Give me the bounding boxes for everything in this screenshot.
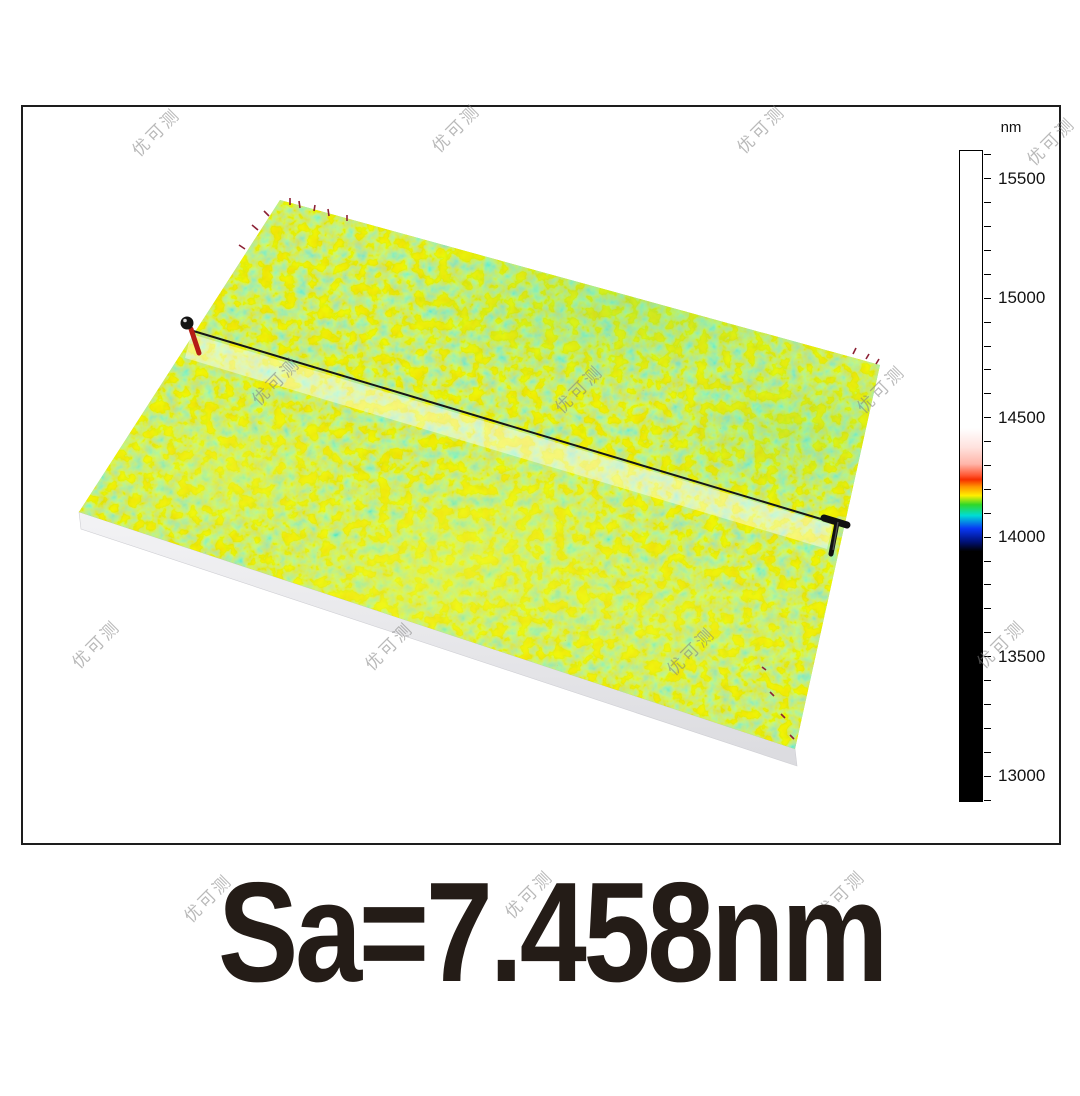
colorbar-tick-label: 15500: [998, 168, 1046, 188]
colorbar-tick: [984, 154, 991, 156]
colorbar-tick: [984, 727, 991, 729]
colorbar-tick: [984, 488, 991, 490]
colorbar-tick: [984, 345, 991, 347]
colorbar-unit-label: nm: [1000, 119, 1022, 136]
colorbar-tick: [984, 703, 991, 705]
colorbar-tick: [984, 297, 991, 299]
colorbar-tick-label: 14000: [998, 527, 1046, 547]
colorbar-tick: [984, 441, 991, 442]
plot-area: nm 15500 15000 14500 14000 13500 13000: [21, 105, 1061, 845]
surface-texture: [79, 200, 880, 749]
colorbar-tick: [984, 608, 991, 610]
colorbar-tick: [984, 369, 991, 371]
colorbar-tick: [984, 249, 991, 251]
edge-noise-spikes: [238, 198, 880, 740]
colorbar-tick: [984, 560, 991, 562]
colorbar-tick: [984, 393, 991, 395]
colorbar-tick: [984, 584, 991, 586]
profile-end-pin: [820, 514, 851, 557]
colorbar-tick: [984, 417, 991, 419]
colorbar-tick-label: 13000: [998, 766, 1046, 786]
profile-line: [189, 329, 832, 523]
colorbar-tick: [984, 321, 991, 323]
colorbar-tick-label: 15000: [998, 288, 1046, 308]
colorbar-tick-label: 13500: [998, 646, 1046, 666]
surface-side-slab: [78, 511, 798, 767]
colorbar-tick-label: 14500: [998, 407, 1046, 427]
colorbar-tick: [984, 226, 991, 227]
sa-value-text: Sa=7.458nm: [217, 853, 888, 1012]
colorbar-tick: [984, 632, 991, 634]
colorbar-tick: [984, 512, 991, 514]
sa-annotation-row: Sa=7.458nm: [0, 862, 1080, 1004]
profile-start-pin: [180, 316, 202, 356]
colorbar-tick: [984, 464, 991, 466]
colorbar-tick: [984, 656, 991, 658]
colorbar-tick: [984, 273, 991, 275]
colorbar-tick: [984, 799, 991, 801]
colorbar-tick: [984, 751, 991, 753]
colorbar: [959, 150, 983, 802]
colorbar-tick: [984, 536, 991, 538]
colorbar-tick: [984, 178, 991, 180]
surface-3d-view: [78, 198, 880, 767]
colorbar-tick: [984, 775, 991, 777]
profile-highlight-band: [185, 334, 833, 549]
colorbar-tick: [984, 680, 991, 681]
colorbar-tick: [984, 202, 991, 204]
